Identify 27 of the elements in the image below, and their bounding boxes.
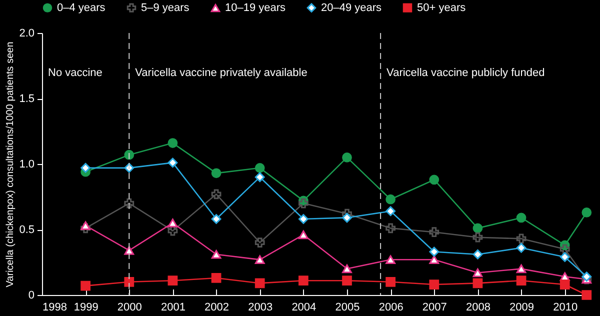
x-tick-label: 2004 (292, 302, 316, 314)
legend-label: 0–4 years (57, 2, 106, 14)
annotation: Varicella vaccine publicly funded (386, 67, 545, 79)
legend-label: 10–19 years (225, 2, 286, 14)
legend-label: 20–49 years (321, 2, 382, 14)
x-tick-label: 2003 (248, 302, 273, 314)
y-tick-label: 1.0 (19, 158, 34, 170)
x-tick-label: 2002 (204, 302, 230, 314)
x-tick-label: 2000 (117, 302, 142, 314)
y-tick-label: 2.0 (19, 28, 34, 40)
legend-label: 5–9 years (141, 2, 190, 14)
y-tick-label: 0 (28, 290, 34, 302)
y-tick-label: 1.5 (19, 93, 34, 105)
x-tick-label: 2007 (422, 302, 447, 314)
x-tick-label: 2010 (553, 302, 578, 314)
x-tick-label: 2008 (466, 302, 490, 314)
y-tick-label: 0.5 (19, 224, 34, 236)
y-axis-title: Varicella (chickenpox) consultations/1000 patients seen (5, 42, 16, 288)
x-tick-label: 1999 (74, 302, 98, 314)
legend-label: 50+ years (417, 2, 466, 14)
annotation: Varicella vaccine privately available (135, 67, 308, 79)
x-tick-label: 2009 (510, 302, 534, 314)
x-tick-label: 2005 (335, 302, 360, 314)
x-tick-label: 2001 (160, 302, 186, 314)
x-tick-label: 1998 (42, 302, 67, 314)
annotation: No vaccine (48, 67, 102, 79)
x-tick-label: 2006 (378, 302, 404, 314)
